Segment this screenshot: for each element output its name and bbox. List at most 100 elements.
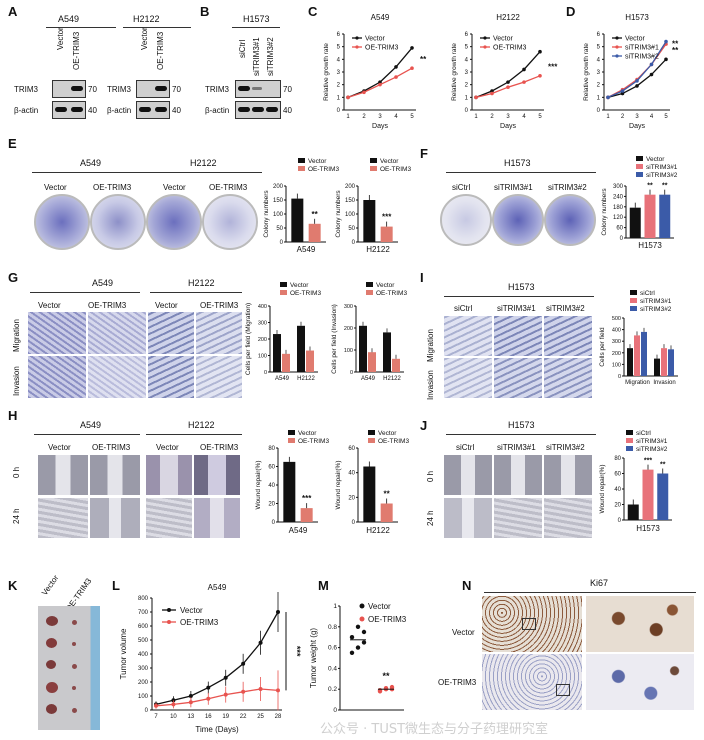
legend-h1-swatch — [288, 438, 295, 443]
legend-label: OE-TRIM3 — [368, 615, 407, 624]
legend-i-label: siCtrl — [640, 290, 655, 297]
legend-h1-label: OE-TRIM3 — [298, 438, 329, 445]
data-point — [664, 57, 668, 62]
y-axis-label: Relative growth rate — [583, 43, 590, 101]
significance-marker: *** — [292, 646, 302, 657]
western-blot — [136, 101, 170, 119]
y-tick-label: 100 — [138, 694, 149, 700]
x-tick-label: 22 — [240, 714, 247, 720]
colony-dish — [202, 194, 258, 250]
transwell-image — [28, 356, 86, 398]
legend-marker — [483, 36, 487, 40]
bar-OE-TRIM3 — [306, 350, 314, 372]
x-axis-label: Days — [629, 123, 645, 130]
row-label: 0 h — [12, 466, 21, 478]
y-tick-label: 5 — [337, 45, 341, 51]
group-label: H1573 — [504, 158, 531, 168]
y-tick-label: 40 — [268, 483, 275, 489]
bar-siTRIM3#2 — [659, 194, 671, 238]
x-tick-label: 2 — [490, 114, 494, 120]
legend-j-swatch — [626, 430, 633, 435]
data-point — [355, 645, 361, 650]
legend-e1-label: Vector — [308, 158, 327, 165]
wound-image — [194, 498, 240, 538]
legend-marker — [355, 45, 359, 49]
y-tick-label: 3 — [337, 70, 341, 76]
data-point — [620, 89, 625, 93]
y-tick-label: 0.6 — [328, 645, 337, 652]
x-tick-label: 2 — [621, 114, 625, 120]
x-axis-label: H1573 — [636, 524, 660, 533]
transwell-image — [148, 312, 194, 354]
row-label: Migration — [12, 319, 21, 352]
y-tick-label: 20 — [268, 502, 275, 508]
legend-i-swatch — [630, 306, 637, 311]
y-axis-label: Relative growth rate — [451, 43, 458, 101]
transwell-image — [544, 358, 592, 398]
transwell-image — [444, 316, 492, 356]
col-label: siTRIM3#2 — [546, 443, 585, 452]
data-point — [538, 74, 542, 78]
bar-siTRIM3#2 — [657, 473, 669, 520]
divider — [446, 434, 596, 435]
x-axis-label: H2122 — [366, 245, 390, 254]
y-tick-label: 500 — [138, 638, 149, 644]
y-tick-label: 80 — [268, 446, 275, 452]
y-tick-label: 300 — [612, 339, 621, 345]
bar-Vector — [283, 461, 296, 522]
row-label: 24 h — [12, 508, 21, 524]
y-tick-label: 0 — [272, 520, 276, 526]
data-point — [361, 640, 367, 645]
data-point — [377, 688, 383, 693]
data-point — [649, 62, 654, 67]
western-blot — [235, 80, 281, 98]
y-tick-label: 2 — [465, 83, 469, 89]
y-tick-label: 100 — [344, 348, 353, 354]
row-label: Invasion — [12, 366, 21, 396]
chart-title: H1573 — [625, 13, 649, 22]
y-tick-label: 700 — [138, 610, 149, 616]
bar-Vector — [363, 200, 376, 242]
colony-dish — [544, 194, 596, 246]
y-tick-label: 5 — [465, 45, 469, 51]
dish-label: siTRIM3#2 — [548, 183, 587, 192]
x-tick-label: 7 — [154, 714, 158, 720]
chart-title: H2122 — [496, 13, 520, 22]
legend-j-label: siCtrl — [636, 430, 651, 437]
divider — [34, 434, 140, 435]
y-axis-label: Cells per field (Migration) — [245, 303, 252, 375]
data-point — [506, 80, 510, 84]
col-label: siTRIM3#2 — [546, 304, 585, 313]
group-label-h2122: H2122 — [133, 14, 160, 24]
transwell-image — [196, 356, 242, 398]
col-label: OE-TRIM3 — [200, 443, 239, 452]
dish-label: siTRIM3#1 — [494, 183, 533, 192]
marker: 70 — [283, 85, 292, 94]
panel-label-c: C — [308, 4, 318, 19]
protein-label: TRIM3 — [14, 85, 38, 94]
x-axis-label: Days — [372, 123, 388, 130]
y-tick-label: 1 — [333, 603, 337, 610]
bar-siTRIM3#1 — [661, 348, 667, 376]
bar-OE-TRIM3 — [380, 226, 393, 242]
y-tick-label: 2 — [337, 83, 341, 89]
bar-Vector — [359, 325, 367, 372]
protein-label: β-actin — [107, 106, 132, 115]
legend-g1-swatch — [280, 282, 287, 287]
ki67-title: Ki67 — [590, 578, 609, 588]
wound-image — [38, 455, 88, 495]
y-tick-label: 40 — [348, 471, 355, 477]
transwell-image — [196, 312, 242, 354]
bar-Vector — [291, 198, 304, 242]
marker: 70 — [172, 85, 181, 94]
x-tick-label: 5 — [664, 114, 668, 120]
y-axis-label: Wound repair(%) — [335, 460, 342, 509]
legend-e2-swatch — [370, 158, 377, 163]
legend-j-label: siTRIM3#1 — [636, 438, 668, 445]
y-tick-label: 80 — [614, 456, 621, 462]
colony-dish — [90, 194, 146, 250]
divider — [444, 296, 594, 297]
protein-label: TRIM3 — [107, 85, 131, 94]
bar-Vector — [273, 334, 281, 372]
y-tick-label: 1 — [465, 95, 469, 101]
